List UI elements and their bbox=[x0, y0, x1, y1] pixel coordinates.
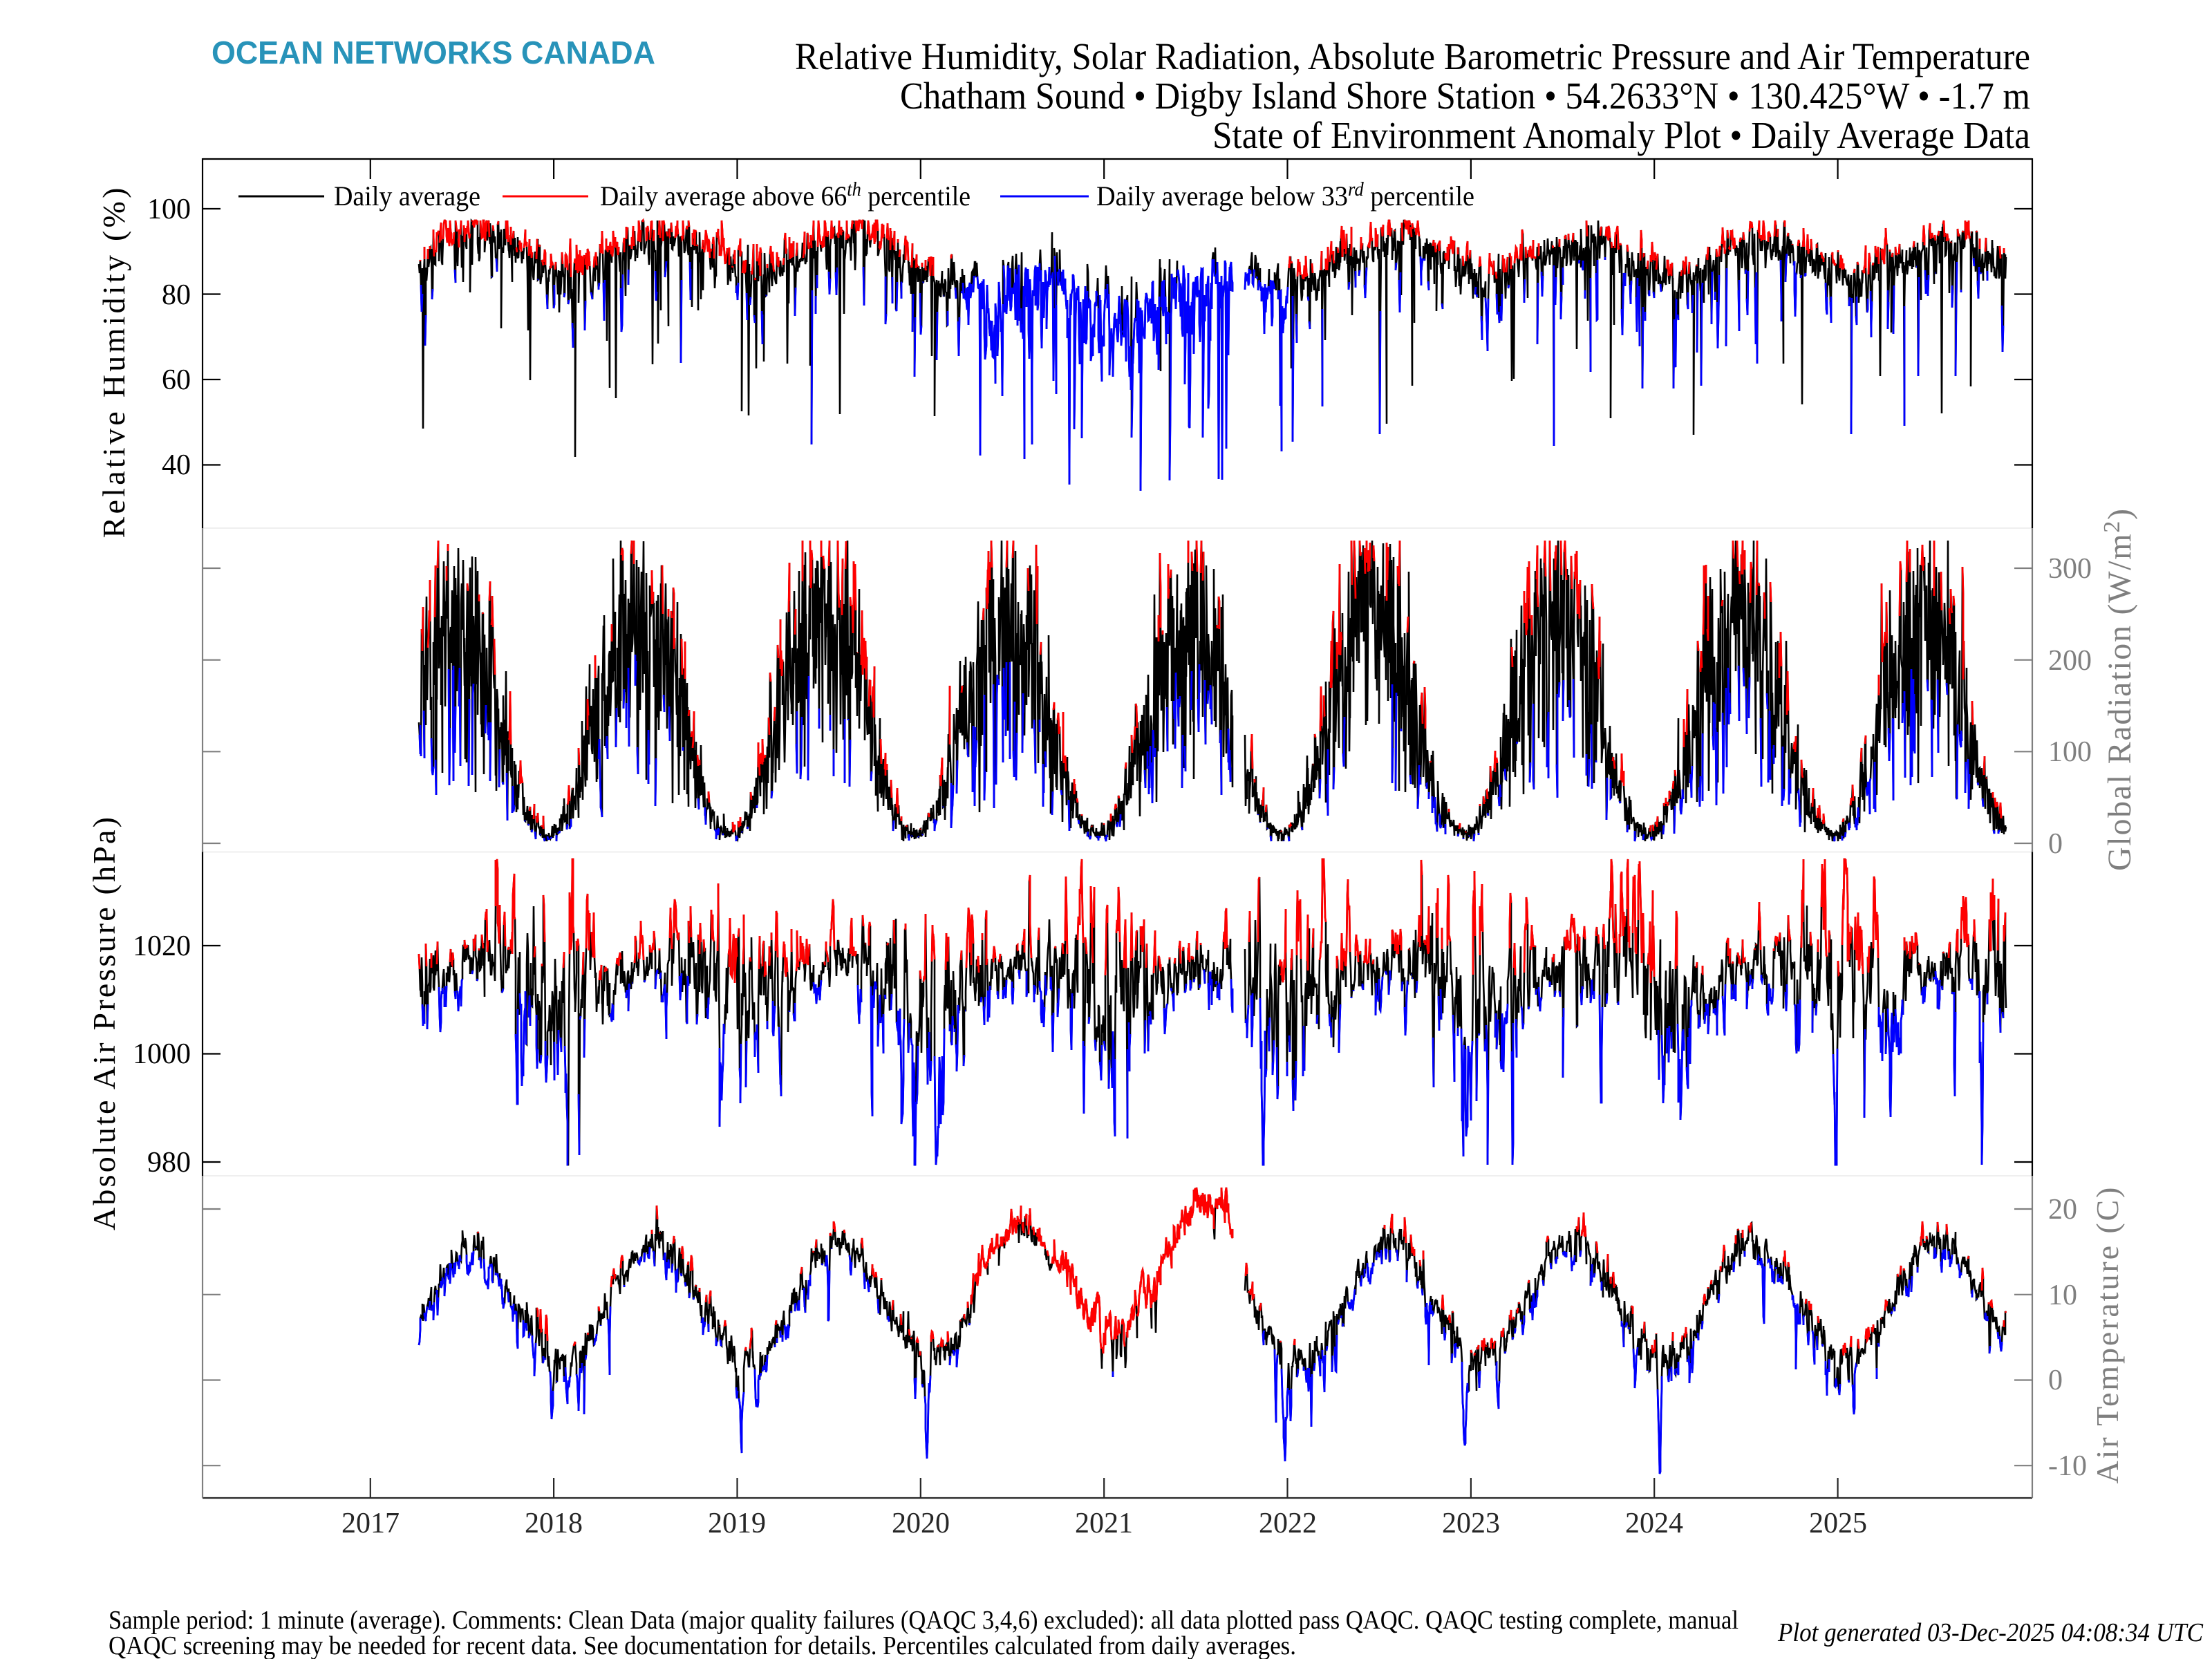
svg-text:State of Environment Anomaly P: State of Environment Anomaly Plot • Dail… bbox=[1212, 114, 2030, 156]
svg-text:Absolute Air Pressure (hPa): Absolute Air Pressure (hPa) bbox=[86, 817, 122, 1230]
svg-text:Chatham Sound • Digby Island S: Chatham Sound • Digby Island Shore Stati… bbox=[900, 75, 2030, 117]
svg-text:200: 200 bbox=[2048, 645, 2092, 677]
svg-text:2020: 2020 bbox=[892, 1508, 950, 1539]
svg-text:0: 0 bbox=[2048, 1365, 2063, 1396]
svg-text:2021: 2021 bbox=[1075, 1508, 1133, 1539]
svg-text:2017: 2017 bbox=[341, 1508, 400, 1539]
svg-text:1020: 1020 bbox=[133, 930, 191, 962]
svg-text:-10: -10 bbox=[2048, 1450, 2087, 1482]
svg-text:60: 60 bbox=[162, 364, 191, 396]
svg-text:100: 100 bbox=[147, 194, 191, 225]
svg-text:2024: 2024 bbox=[1625, 1508, 1683, 1539]
svg-text:980: 980 bbox=[147, 1147, 191, 1179]
svg-text:Plot generated 03-Dec-2025 04:: Plot generated 03-Dec-2025 04:08:34 UTC bbox=[1777, 1618, 2204, 1647]
svg-text:80: 80 bbox=[162, 279, 191, 311]
svg-text:40: 40 bbox=[162, 449, 191, 481]
svg-text:2023: 2023 bbox=[1442, 1508, 1500, 1539]
svg-text:Daily average above 66th perce: Daily average above 66th percentile bbox=[600, 179, 971, 212]
svg-text:QAQC screening may be needed f: QAQC screening may be needed for recent … bbox=[109, 1631, 1296, 1659]
svg-text:2025: 2025 bbox=[1809, 1508, 1867, 1539]
svg-text:Global Radiation (W/m2): Global Radiation (W/m2) bbox=[2099, 509, 2138, 871]
svg-text:2019: 2019 bbox=[708, 1508, 766, 1539]
svg-text:300: 300 bbox=[2048, 553, 2092, 585]
svg-text:Relative Humidity, Solar Radia: Relative Humidity, Solar Radiation, Abso… bbox=[795, 35, 2030, 77]
svg-text:2022: 2022 bbox=[1259, 1508, 1317, 1539]
svg-text:Relative Humidity (%): Relative Humidity (%) bbox=[96, 188, 131, 538]
svg-text:Air Temperature (C): Air Temperature (C) bbox=[2090, 1188, 2125, 1484]
svg-text:2018: 2018 bbox=[525, 1508, 583, 1539]
svg-text:20: 20 bbox=[2048, 1194, 2077, 1226]
svg-text:0: 0 bbox=[2048, 828, 2063, 860]
svg-text:1000: 1000 bbox=[133, 1038, 191, 1070]
svg-text:Daily average: Daily average bbox=[334, 180, 480, 212]
svg-text:10: 10 bbox=[2048, 1280, 2077, 1311]
svg-text:OCEAN NETWORKS CANADA: OCEAN NETWORKS CANADA bbox=[212, 35, 655, 71]
svg-text:Daily average below 33rd perce: Daily average below 33rd percentile bbox=[1096, 179, 1474, 212]
svg-text:Sample period: 1 minute (avera: Sample period: 1 minute (average). Comme… bbox=[109, 1606, 1738, 1635]
svg-text:100: 100 bbox=[2048, 736, 2092, 768]
